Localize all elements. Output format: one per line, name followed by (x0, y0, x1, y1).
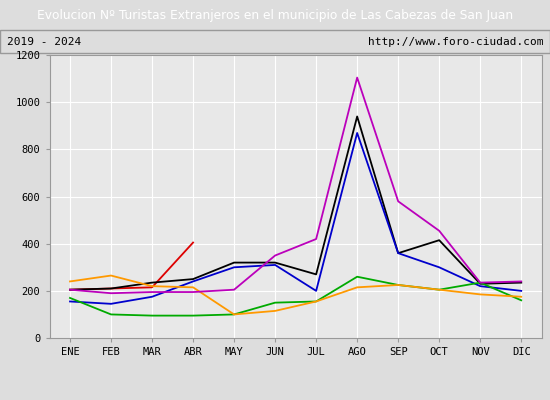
Text: 2019 - 2024: 2019 - 2024 (7, 37, 81, 47)
Text: Evolucion Nº Turistas Extranjeros en el municipio de Las Cabezas de San Juan: Evolucion Nº Turistas Extranjeros en el … (37, 8, 513, 22)
Text: http://www.foro-ciudad.com: http://www.foro-ciudad.com (368, 37, 543, 47)
